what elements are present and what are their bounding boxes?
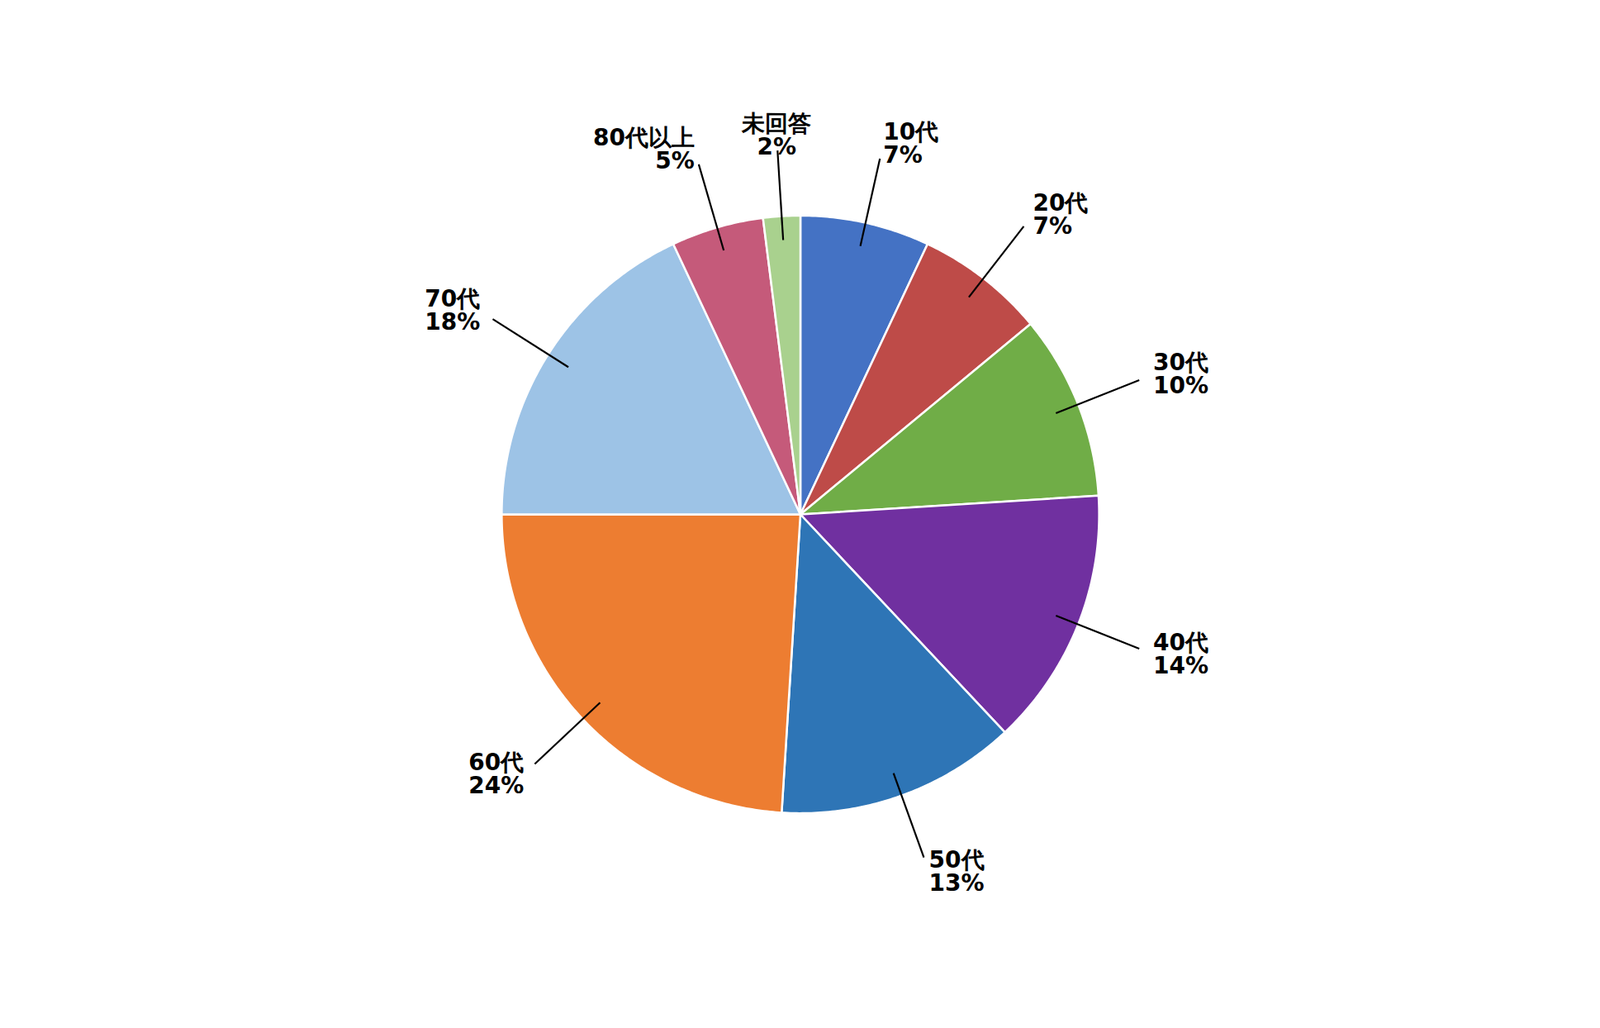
svg-text:60代24%: 60代24%: [468, 748, 524, 799]
svg-text:10代7%: 10代7%: [883, 118, 939, 169]
svg-text:50代13%: 50代13%: [929, 845, 985, 897]
svg-text:30代10%: 30代10%: [1153, 348, 1209, 399]
svg-text:20代7%: 20代7%: [1032, 189, 1088, 240]
svg-text:未回答2%: 未回答2%: [740, 109, 812, 161]
svg-text:80代以上5%: 80代以上5%: [593, 123, 695, 175]
svg-text:70代18%: 70代18%: [424, 284, 480, 336]
svg-text:40代14%: 40代14%: [1153, 628, 1209, 679]
